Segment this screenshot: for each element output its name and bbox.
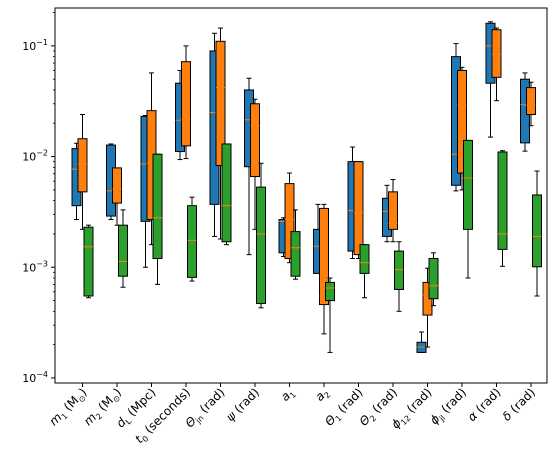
- box-series-3-cat-8: [359, 244, 370, 299]
- box-iqr: [463, 139, 473, 230]
- box-series-3-cat-2: [152, 153, 163, 285]
- box-series-3-cat-12: [497, 150, 508, 267]
- box-series-2-cat-0: [77, 113, 88, 230]
- box-series-3-cat-6: [290, 209, 301, 280]
- box-series-2-cat-12: [491, 27, 502, 102]
- x-tick-label: α (rad): [465, 385, 504, 424]
- box-iqr: [152, 153, 163, 259]
- axes-frame: [54, 7, 548, 384]
- box-series-3-cat-7: [325, 277, 335, 353]
- x-tick-label: ϕjl (rad): [427, 385, 470, 428]
- box-iqr: [532, 194, 542, 268]
- box-iqr: [353, 161, 364, 256]
- box-iqr: [457, 69, 467, 174]
- box-iqr: [497, 151, 508, 250]
- box-iqr: [221, 143, 232, 243]
- y-tick-label: 10−2: [22, 149, 48, 164]
- box-iqr: [187, 205, 197, 278]
- box-series-2-cat-8: [353, 161, 364, 259]
- x-tick-label: ψ (rad): [223, 385, 262, 424]
- box-series-3-cat-13: [532, 170, 542, 297]
- box-iqr: [77, 138, 88, 193]
- box-iqr: [250, 103, 260, 178]
- box-series-3-cat-4: [221, 143, 232, 246]
- box-series-3-cat-0: [83, 224, 94, 299]
- box-iqr: [290, 231, 301, 277]
- box-series-2-cat-4: [215, 27, 226, 240]
- box-iqr: [526, 87, 536, 115]
- box-iqr: [83, 226, 94, 297]
- x-tick-label: a2: [312, 385, 332, 405]
- box-iqr: [394, 250, 404, 290]
- box-iqr: [118, 224, 128, 277]
- x-tick-label: a1: [278, 385, 298, 405]
- y-tick-label: 10−3: [22, 259, 48, 274]
- box-iqr: [319, 207, 329, 306]
- box-series-2-cat-3: [181, 45, 191, 160]
- box-series-3-cat-3: [187, 196, 197, 282]
- box-iqr: [325, 281, 335, 302]
- box-series-2-cat-9: [388, 179, 398, 243]
- box-iqr: [428, 257, 439, 300]
- box-series-2-cat-1: [112, 167, 122, 226]
- y-axis: 10−4 10−3 10−2 10−1: [22, 12, 55, 385]
- box-series-3-cat-1: [118, 209, 128, 288]
- box-series-3-cat-10: [428, 252, 439, 307]
- box-iqr: [215, 40, 226, 167]
- box-series-2-cat-13: [526, 81, 536, 127]
- box-series-2-cat-7: [319, 203, 329, 335]
- box-iqr: [181, 61, 191, 147]
- plot-area: [54, 7, 548, 384]
- y-tick-label: 10−1: [22, 38, 48, 53]
- box-iqr: [256, 186, 266, 305]
- box-iqr: [359, 244, 370, 274]
- box-series-3-cat-9: [394, 241, 404, 312]
- box-series-3-cat-11: [463, 139, 473, 279]
- box-iqr: [284, 183, 295, 259]
- box-series-1-cat-10: [416, 331, 427, 353]
- box-iqr: [112, 167, 122, 204]
- box-series-3-cat-5: [256, 162, 266, 309]
- x-axis: m1 (M⊙)m2 (M⊙)dL (Mpc)t0 (seconds)Θjn (r…: [46, 383, 538, 446]
- box-iqr: [388, 191, 398, 230]
- x-tick-label: δ (rad): [500, 385, 538, 423]
- box-iqr: [491, 29, 502, 78]
- y-tick-label: 10−4: [22, 370, 48, 385]
